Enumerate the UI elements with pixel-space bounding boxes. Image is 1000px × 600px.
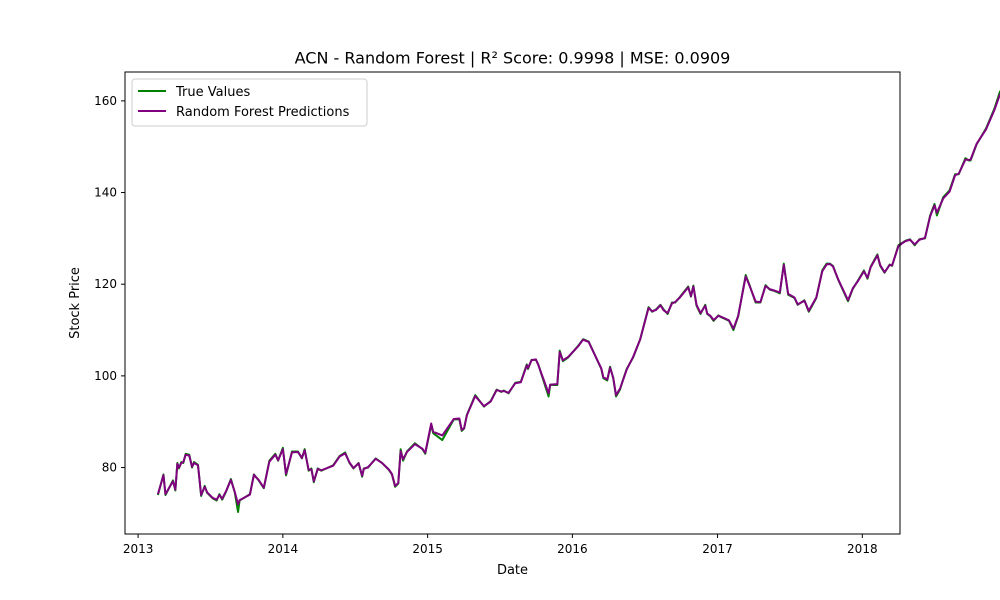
x-tick-label: 2013 — [123, 542, 154, 556]
y-tick-label: 100 — [94, 369, 117, 383]
x-tick-label: 2015 — [412, 542, 443, 556]
chart-title: ACN - Random Forest | R² Score: 0.9998 |… — [295, 49, 731, 68]
legend-label-true-values: True Values — [175, 85, 250, 100]
legend-label-rf-predictions: Random Forest Predictions — [176, 105, 350, 120]
y-axis: 80 100 120 140 160 — [94, 94, 125, 475]
y-tick-label: 140 — [94, 186, 117, 200]
x-tick-label: 2017 — [702, 542, 733, 556]
x-tick-label: 2018 — [847, 542, 878, 556]
y-axis-label: Stock Price — [68, 267, 83, 339]
x-tick-label: 2014 — [268, 542, 299, 556]
x-axis: 2013 2014 2015 2016 2017 2018 — [123, 534, 878, 556]
x-axis-label: Date — [497, 563, 528, 578]
legend-box — [131, 78, 368, 127]
series-layer — [156, 90, 1000, 513]
plot-frame — [124, 71, 901, 535]
y-tick-label: 120 — [94, 277, 117, 291]
legend: True Values Random Forest Predictions — [131, 78, 368, 127]
x-tick-label: 2016 — [557, 542, 588, 556]
y-tick-label: 160 — [94, 94, 117, 108]
series-line-rf-predictions — [156, 93, 1000, 506]
y-tick-label: 80 — [102, 461, 117, 475]
